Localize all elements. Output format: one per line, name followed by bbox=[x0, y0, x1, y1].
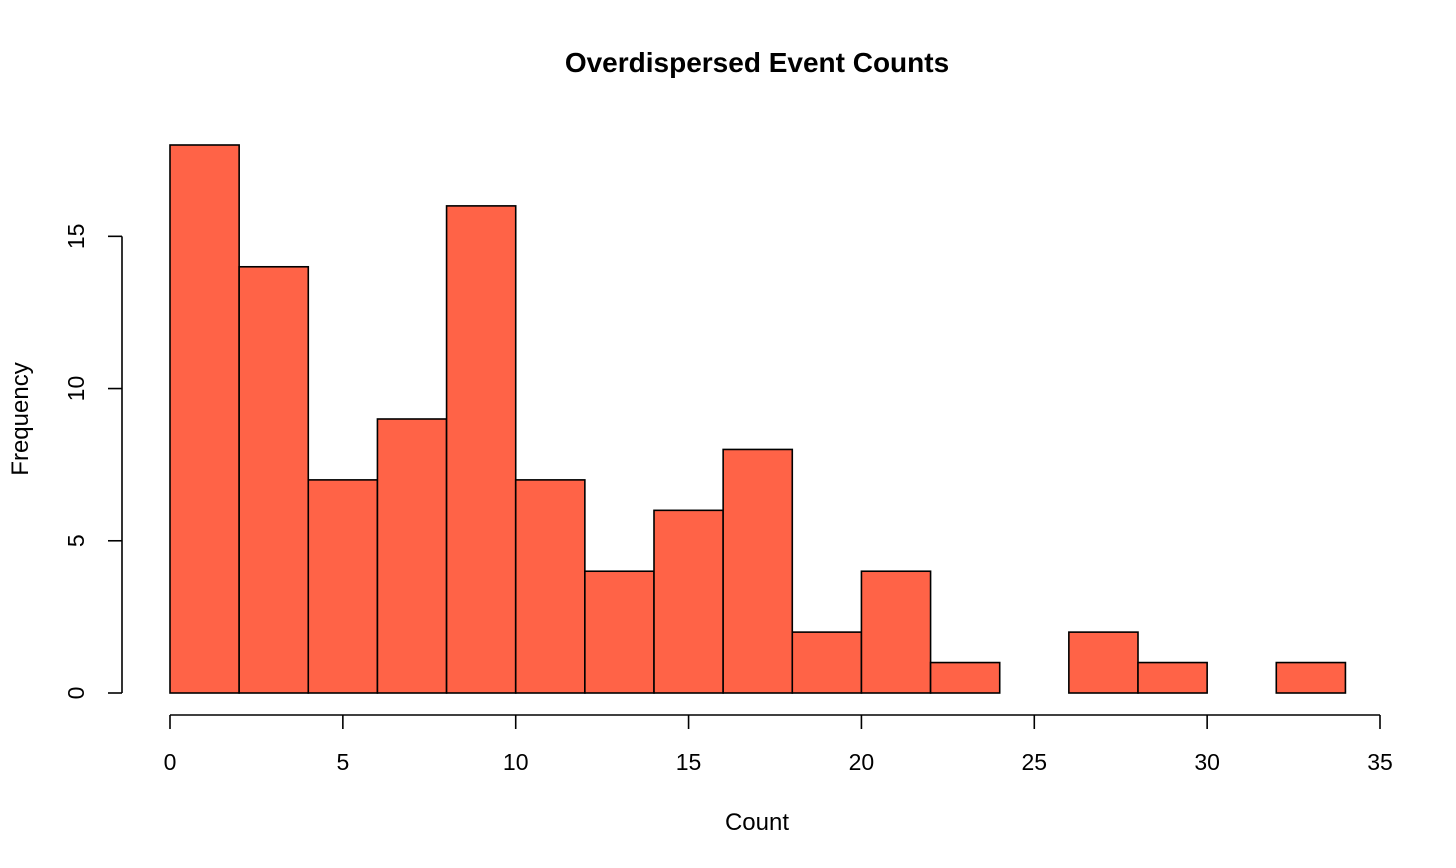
x-tick-label: 5 bbox=[336, 749, 349, 775]
x-tick-label: 0 bbox=[164, 749, 177, 775]
histogram-bar bbox=[307, 479, 379, 694]
x-tick-label: 15 bbox=[676, 749, 702, 775]
histogram-bar bbox=[653, 509, 724, 694]
y-tick-label: 5 bbox=[63, 534, 89, 547]
chart-title: Overdispersed Event Counts bbox=[565, 47, 949, 78]
x-tick-label: 35 bbox=[1367, 749, 1393, 775]
y-axis: 0 5 10 15 bbox=[63, 224, 123, 700]
x-tick-label: 25 bbox=[1021, 749, 1047, 775]
histogram-bar bbox=[514, 479, 586, 694]
y-tick-label: 10 bbox=[63, 376, 89, 402]
histogram-bar bbox=[1068, 631, 1139, 694]
histogram-bar bbox=[238, 265, 310, 694]
x-tick-label: 30 bbox=[1194, 749, 1220, 775]
x-tick-label: 10 bbox=[503, 749, 529, 775]
histogram-bar bbox=[584, 570, 655, 694]
histogram-bar bbox=[445, 205, 517, 694]
histogram-bar bbox=[169, 144, 240, 694]
bars-group bbox=[169, 144, 1347, 694]
histogram-bar bbox=[1275, 661, 1347, 694]
y-tick-label: 15 bbox=[63, 224, 89, 250]
x-axis: 0 5 10 15 20 25 30 35 bbox=[164, 714, 1393, 775]
histogram-bar bbox=[929, 661, 1001, 694]
x-axis-label: Count bbox=[725, 809, 789, 836]
histogram-bar bbox=[722, 448, 794, 694]
y-axis-label: Frequency bbox=[7, 362, 34, 475]
histogram-bar bbox=[1137, 661, 1208, 694]
histogram-bar bbox=[791, 631, 863, 694]
histogram-bar bbox=[376, 418, 448, 694]
x-tick-label: 20 bbox=[849, 749, 875, 775]
y-tick-label: 0 bbox=[63, 687, 89, 700]
histogram-bar bbox=[860, 570, 932, 694]
